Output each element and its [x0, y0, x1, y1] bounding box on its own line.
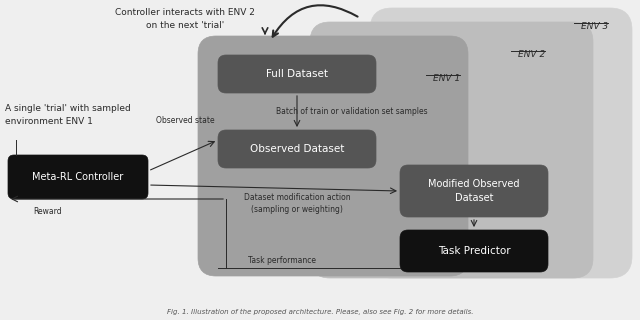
FancyBboxPatch shape [218, 55, 376, 93]
Text: Batch of train or validation set samples: Batch of train or validation set samples [276, 107, 428, 116]
FancyBboxPatch shape [198, 36, 468, 276]
Text: Fig. 1. Illustration of the proposed architecture. Please, also see Fig. 2 for m: Fig. 1. Illustration of the proposed arc… [167, 309, 473, 315]
Text: ENV 3: ENV 3 [580, 22, 608, 31]
Text: Dataset modification action
(sampling or weighting): Dataset modification action (sampling or… [244, 193, 350, 214]
Text: Meta-RL Controller: Meta-RL Controller [33, 172, 124, 182]
FancyBboxPatch shape [370, 8, 632, 278]
Text: Task performance: Task performance [248, 256, 316, 265]
Text: ENV 2: ENV 2 [518, 50, 545, 59]
Text: ENV 1: ENV 1 [433, 74, 460, 83]
FancyBboxPatch shape [218, 130, 376, 168]
Text: Modified Observed
Dataset: Modified Observed Dataset [428, 180, 520, 203]
Text: Task Predictor: Task Predictor [438, 246, 510, 256]
FancyBboxPatch shape [400, 230, 548, 272]
Text: Observed state: Observed state [156, 116, 215, 125]
FancyBboxPatch shape [8, 155, 148, 199]
Text: Reward: Reward [34, 207, 62, 216]
FancyBboxPatch shape [310, 22, 593, 278]
Text: Controller interacts with ENV 2
on the next 'trial': Controller interacts with ENV 2 on the n… [115, 8, 255, 29]
FancyBboxPatch shape [400, 165, 548, 217]
Text: A single 'trial' with sampled
environment ENV 1: A single 'trial' with sampled environmen… [5, 104, 131, 126]
Text: Full Dataset: Full Dataset [266, 69, 328, 79]
Text: Observed Dataset: Observed Dataset [250, 144, 344, 154]
